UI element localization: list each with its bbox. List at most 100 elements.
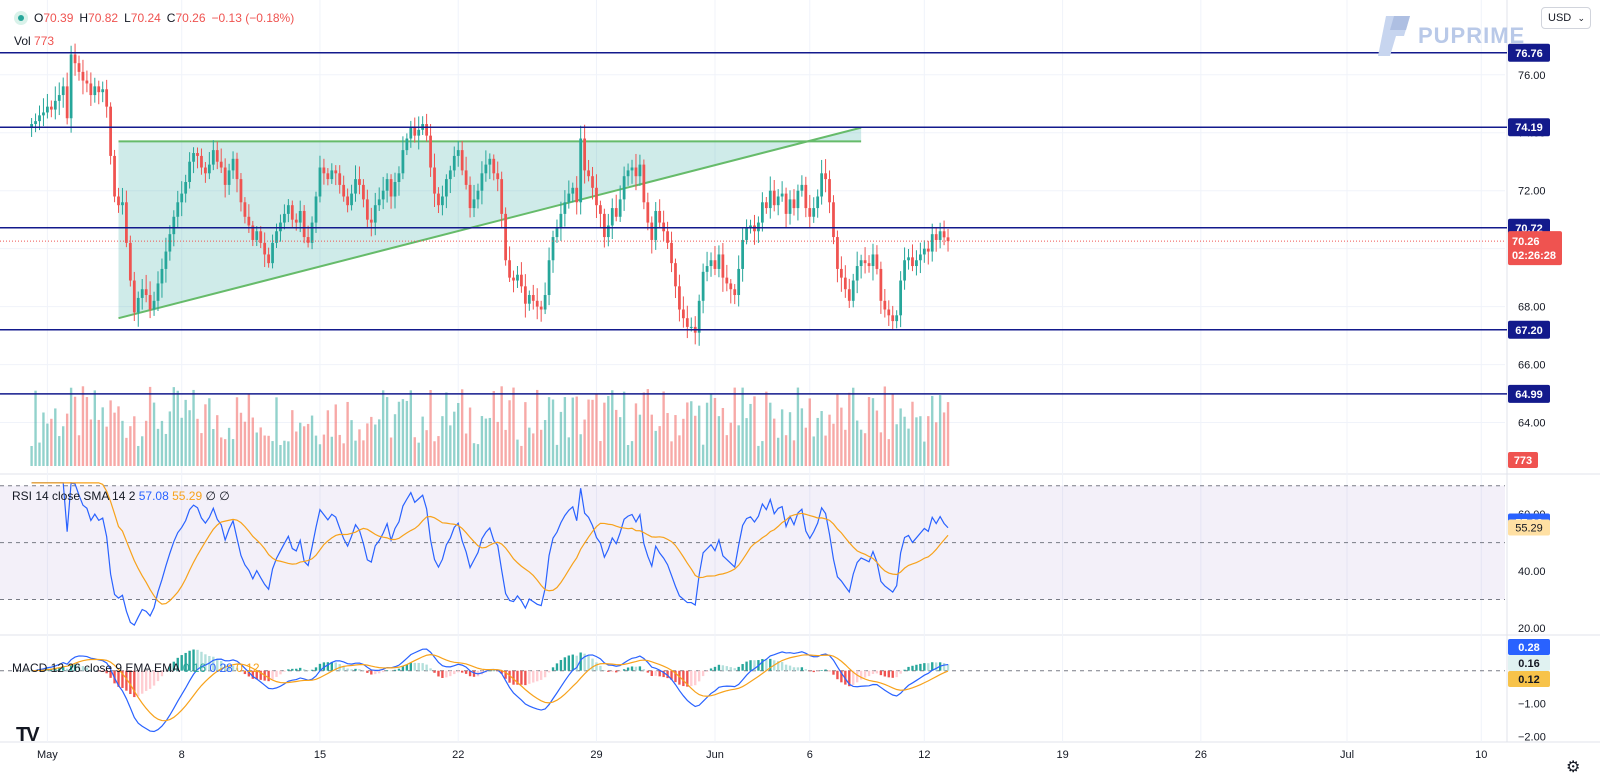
volume-bar [370, 416, 373, 466]
candle [800, 175, 804, 197]
macd-hist-bar [488, 670, 492, 672]
candle-body [456, 150, 460, 156]
candle [492, 154, 496, 181]
candle-body [942, 231, 946, 238]
macd-hist-bar [753, 660, 756, 671]
volume-bar [227, 427, 231, 466]
candle [792, 189, 796, 216]
rsi-sma-tag [1508, 519, 1550, 536]
candle [768, 176, 772, 219]
candle [302, 205, 306, 244]
candle [377, 187, 381, 211]
currency-select[interactable]: USD ⌄ [1541, 7, 1591, 29]
candle [757, 216, 760, 243]
macd-hist-bar [520, 670, 523, 685]
volume-bar [780, 409, 784, 466]
low-value: 70.24 [130, 11, 161, 25]
macd-tag-label-1: 0.16 [1518, 658, 1539, 670]
candle [638, 154, 642, 186]
candle [152, 291, 156, 316]
volume-bar [927, 416, 930, 466]
candle-body [883, 300, 887, 310]
candle-body [286, 205, 290, 214]
candle-body [132, 280, 136, 313]
candle [263, 232, 267, 268]
candle [140, 279, 144, 310]
volume-bar [188, 410, 191, 466]
candle-body [662, 222, 666, 232]
macd-hist-bar [737, 666, 740, 671]
macd-hist-bar [701, 670, 705, 677]
macd-hist-bar [239, 670, 243, 672]
macd-hist-bar [626, 667, 630, 671]
candle [713, 246, 717, 276]
macd-hist-bar [204, 654, 207, 671]
candle-body [251, 225, 255, 240]
candle [788, 190, 792, 225]
macd-signal-line [31, 654, 949, 722]
volume-bar [547, 397, 551, 466]
candle [381, 176, 385, 210]
price-tick-label: 76.00 [1518, 70, 1546, 82]
candle [764, 196, 768, 214]
macd-hist-bar [567, 655, 571, 671]
macd-hist-bar [942, 663, 946, 671]
candle-body [512, 277, 515, 281]
macd-hist-bar [89, 669, 93, 671]
candle [626, 163, 630, 186]
candle-body [200, 155, 203, 168]
gear-icon[interactable]: ⚙ [1566, 759, 1581, 776]
candle [745, 219, 748, 245]
candle [81, 59, 85, 95]
macd-hist-bar [859, 670, 863, 680]
candle [480, 161, 484, 205]
time-tick-label-7: 12 [918, 749, 930, 761]
candle-body [472, 199, 476, 209]
tradingview-logo[interactable]: TV [16, 724, 40, 746]
volume-bar [275, 397, 278, 466]
chevron-down-icon: ⌄ [1577, 13, 1585, 23]
candle-body [520, 274, 523, 287]
macd-legend[interactable]: MACD 12 26 close 9 EMA EMA 0.16 0.28 0.1… [12, 661, 260, 675]
candle [934, 227, 938, 252]
macd-hist-bar [164, 670, 168, 672]
macd-hist-bar [492, 670, 495, 672]
macd-hist-bar [141, 670, 144, 694]
candle [595, 174, 598, 218]
macd-tag-0 [1508, 639, 1550, 655]
candle-body [934, 234, 938, 240]
macd-hist-bar [212, 656, 215, 671]
level-tag-label-0: 76.76 [1515, 48, 1543, 60]
time-tick-label-0: May [37, 749, 58, 761]
candle-body [650, 222, 654, 240]
candle-body [152, 300, 156, 310]
macd-hist-bar [73, 664, 77, 671]
macd-hist-bar [251, 670, 254, 679]
macd-hist-bar [603, 670, 606, 671]
volume-bar [180, 417, 183, 466]
macd-hist-bar [156, 670, 160, 682]
rsi-legend[interactable]: RSI 14 close SMA 14 2 57.08 55.29 ∅ ∅ [12, 489, 230, 503]
candle [385, 173, 389, 203]
macd-hist-bar [863, 670, 867, 678]
candle-body [907, 257, 910, 261]
volume-bar [366, 423, 369, 466]
candle [65, 72, 69, 125]
time-tick-label-4: 29 [590, 749, 602, 761]
volume-bar [125, 437, 128, 466]
macd-hist-bar [808, 670, 811, 672]
candle-body [30, 124, 33, 127]
candle-body [128, 242, 132, 281]
candle-body [480, 173, 484, 191]
volume-bar [208, 398, 211, 466]
candle-body [618, 199, 622, 217]
volume-bar [512, 387, 515, 466]
candle-body [523, 286, 527, 304]
current-price-tag [1508, 231, 1562, 266]
macd-hist-bar [749, 660, 752, 671]
macd-hist-bar [97, 670, 100, 672]
candle [567, 180, 571, 209]
macd-hist-bar [247, 670, 251, 677]
candle [77, 55, 81, 81]
